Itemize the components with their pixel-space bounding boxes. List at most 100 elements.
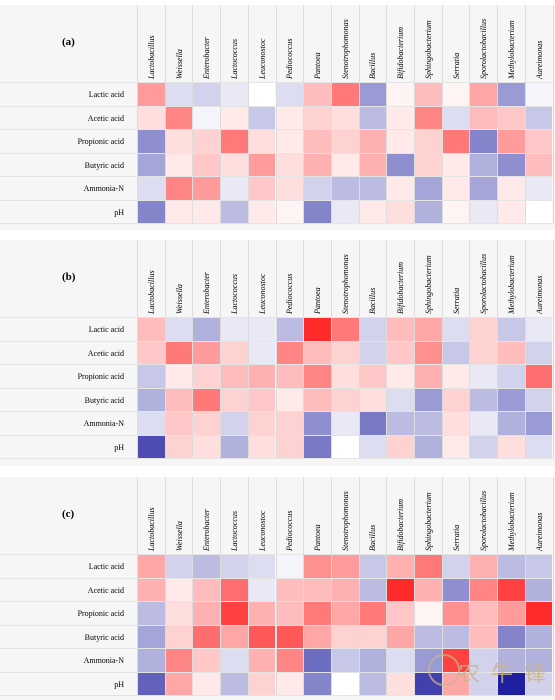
heatmap-cell xyxy=(248,602,276,625)
heatmap-cell xyxy=(415,177,442,200)
heatmap-cell xyxy=(415,106,442,129)
heatmap-cell xyxy=(165,365,193,388)
grid-line xyxy=(247,5,249,224)
grid-line xyxy=(358,477,360,696)
heatmap-cell xyxy=(470,555,498,578)
heatmap-cell xyxy=(387,318,414,341)
heatmap-cell xyxy=(248,555,276,578)
heatmap-cell xyxy=(359,153,387,176)
watermark-logo: 农 牛 锋 xyxy=(428,652,548,692)
grid-line xyxy=(0,82,555,83)
column-label: Bacillus xyxy=(368,52,378,79)
heatmap-cell xyxy=(276,365,304,388)
heatmap-cell xyxy=(359,200,387,223)
heatmap-cell xyxy=(193,177,221,200)
heatmap-cell xyxy=(221,318,248,341)
heatmap-cell xyxy=(221,672,248,695)
heatmap-cell xyxy=(442,388,470,411)
heatmap-cell xyxy=(221,106,248,129)
heatmap-cell xyxy=(387,672,414,695)
heatmap-cell xyxy=(525,177,553,200)
heatmap-cell xyxy=(525,625,553,648)
column-label: Enterobacter xyxy=(202,272,212,314)
heatmap-cell xyxy=(221,625,248,648)
column-label: Pediococcus xyxy=(285,273,295,314)
heatmap-cell xyxy=(387,602,414,625)
heatmap-cell xyxy=(359,578,387,601)
heatmap-cell xyxy=(387,649,414,672)
row-label: Butyric acid xyxy=(84,160,124,170)
grid-line xyxy=(275,5,277,224)
heatmap-cell xyxy=(193,106,221,129)
heatmap-cell xyxy=(387,412,414,435)
heatmap-cell xyxy=(387,365,414,388)
heatmap-cell xyxy=(304,341,331,364)
column-label: Bacillus xyxy=(368,287,378,314)
heatmap-cell xyxy=(359,649,387,672)
heatmap-cell xyxy=(221,341,248,364)
heatmap-cell xyxy=(304,106,331,129)
heatmap-cell xyxy=(221,153,248,176)
heatmap-cell xyxy=(165,602,193,625)
heatmap-cell xyxy=(470,412,498,435)
heatmap-cell xyxy=(525,672,553,695)
heatmap-cell xyxy=(221,365,248,388)
column-label: Weissella xyxy=(174,49,184,79)
heatmap-cell xyxy=(331,130,359,153)
heatmap-cell xyxy=(276,177,304,200)
grid-line xyxy=(275,477,277,696)
heatmap-cell xyxy=(193,318,221,341)
grid-line xyxy=(0,434,555,436)
heatmap-cell xyxy=(221,130,248,153)
heatmap-cell xyxy=(138,177,165,200)
heatmap-cell xyxy=(304,153,331,176)
column-label: Lactobacillus xyxy=(146,35,156,79)
heatmap-cell xyxy=(193,625,221,648)
heatmap-cell xyxy=(415,83,442,106)
column-label: Leuconostoc xyxy=(257,510,267,551)
heatmap-cell xyxy=(498,672,525,695)
heatmap-cell xyxy=(415,341,442,364)
heatmap-cell xyxy=(442,318,470,341)
heatmap-cell xyxy=(498,341,525,364)
column-label: Bacillus xyxy=(368,524,378,551)
heatmap-cell xyxy=(276,106,304,129)
heatmap-cell xyxy=(359,625,387,648)
row-label: pH xyxy=(114,207,124,217)
grid-line xyxy=(0,458,555,459)
heatmap-cell xyxy=(415,625,442,648)
column-label: Bifidobacterium xyxy=(396,27,406,79)
heatmap-cell xyxy=(165,649,193,672)
heatmap-cell xyxy=(276,130,304,153)
heatmap-cell xyxy=(331,435,359,458)
grid-line xyxy=(303,477,305,696)
heatmap-cell xyxy=(331,83,359,106)
heatmap-cell xyxy=(498,106,525,129)
heatmap-cell xyxy=(165,130,193,153)
grid-line xyxy=(386,240,388,459)
grid-line xyxy=(164,477,166,696)
heatmap-cell xyxy=(304,318,331,341)
heatmap-cell xyxy=(193,435,221,458)
grid-line xyxy=(137,477,138,696)
grid-line xyxy=(220,240,222,459)
heatmap-cell xyxy=(359,435,387,458)
heatmap-cell xyxy=(415,200,442,223)
heatmap-cell xyxy=(165,153,193,176)
heatmap-cell xyxy=(248,200,276,223)
column-label: Pantoea xyxy=(313,287,323,314)
heatmap-cell xyxy=(525,555,553,578)
grid-line xyxy=(0,129,555,130)
heatmap-cell xyxy=(387,130,414,153)
heatmap-cell xyxy=(331,153,359,176)
heatmap-cell xyxy=(470,388,498,411)
grid-line xyxy=(192,240,194,459)
heatmap-cell xyxy=(138,106,165,129)
heatmap-cell xyxy=(304,200,331,223)
heatmap-cell xyxy=(498,365,525,388)
heatmap-cell xyxy=(359,412,387,435)
grid-line xyxy=(524,5,526,224)
heatmap-cell xyxy=(165,106,193,129)
grid-line xyxy=(0,340,555,342)
heatmap-cell xyxy=(276,672,304,695)
